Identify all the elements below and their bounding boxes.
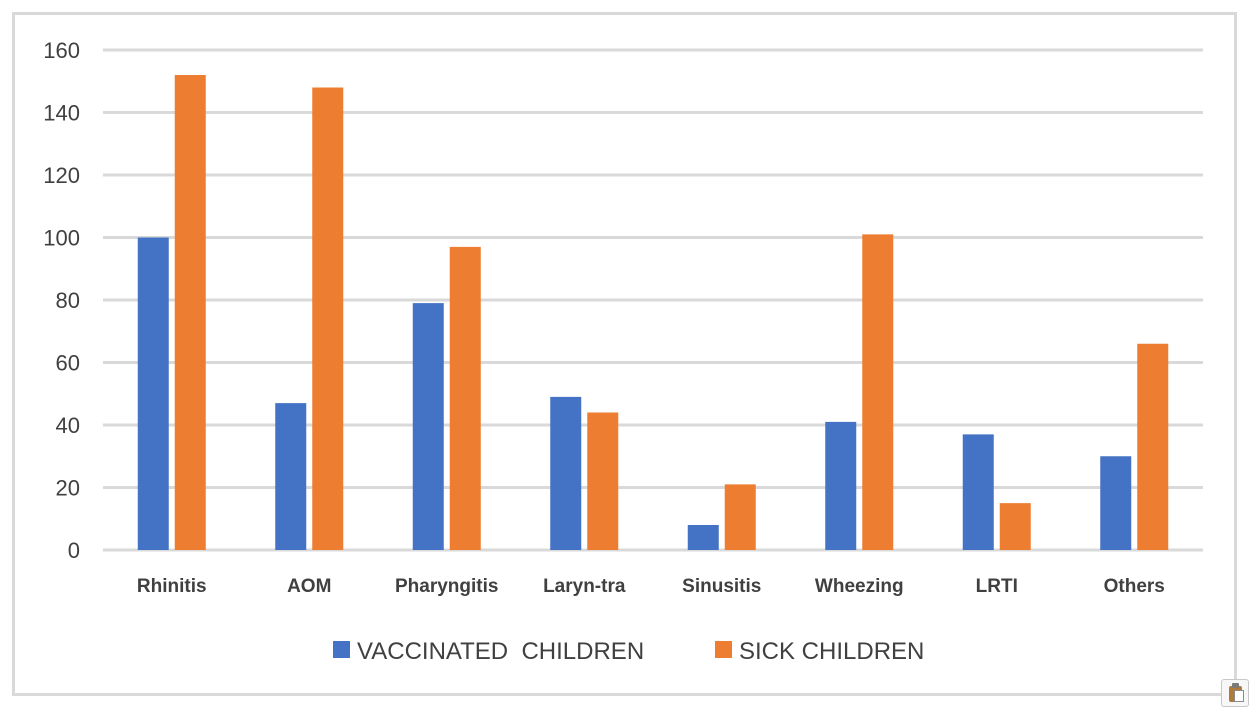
x-category-label: LRTI	[976, 576, 1018, 597]
x-category-label: Pharyngitis	[395, 576, 498, 597]
x-category-label: Wheezing	[815, 576, 904, 597]
bar-vaccinated-lrti	[962, 434, 994, 550]
legend-swatch-sick	[715, 641, 732, 658]
bar-sick-laryn-tra	[587, 412, 619, 550]
y-tick-label: 40	[56, 413, 80, 438]
bar-vaccinated-laryn-tra	[550, 396, 582, 550]
chart-frame	[12, 12, 1237, 696]
x-category-label: Laryn-tra	[543, 576, 626, 597]
x-category-label: Rhinitis	[137, 576, 207, 597]
bar-sick-aom	[312, 87, 344, 550]
clipboard-icon-clip	[1232, 683, 1239, 688]
bar-sick-others	[1137, 343, 1169, 550]
bar-vaccinated-sinusitis	[687, 525, 719, 550]
y-tick-label: 20	[56, 476, 80, 501]
bar-sick-sinusitis	[724, 484, 756, 550]
y-tick-label: 160	[43, 38, 80, 63]
bar-sick-pharyngitis	[449, 246, 481, 550]
bar-sick-wheezing	[862, 234, 894, 550]
x-category-label: Others	[1104, 576, 1165, 597]
legend-swatch-vaccinated	[333, 641, 350, 658]
x-category-label: Sinusitis	[682, 576, 761, 597]
bar-sick-lrti	[999, 503, 1031, 550]
paste-options-icon[interactable]	[1221, 679, 1249, 707]
bar-vaccinated-wheezing	[825, 421, 857, 550]
bar-vaccinated-rhinitis	[137, 237, 169, 550]
y-tick-label: 0	[68, 538, 80, 563]
x-category-label: AOM	[287, 576, 331, 597]
bar-vaccinated-pharyngitis	[412, 303, 444, 550]
y-tick-label: 80	[56, 288, 80, 313]
bar-vaccinated-aom	[275, 403, 307, 550]
y-tick-label: 100	[43, 226, 80, 251]
bar-sick-rhinitis	[174, 75, 206, 550]
y-tick-label: 140	[43, 101, 80, 126]
y-tick-label: 120	[43, 163, 80, 188]
bar-vaccinated-others	[1100, 456, 1132, 550]
legend-label-sick: SICK CHILDREN	[739, 638, 924, 665]
legend-label-vaccinated: VACCINATED CHILDREN	[357, 638, 644, 665]
clipboard-icon-sheet	[1234, 690, 1244, 702]
y-tick-label: 60	[56, 351, 80, 376]
